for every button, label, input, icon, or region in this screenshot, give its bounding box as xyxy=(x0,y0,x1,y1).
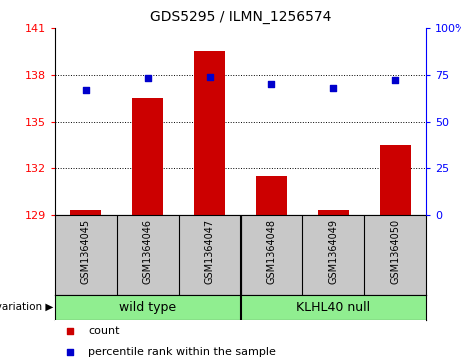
Bar xyxy=(71,210,101,215)
Title: GDS5295 / ILMN_1256574: GDS5295 / ILMN_1256574 xyxy=(150,10,331,24)
Point xyxy=(206,74,213,79)
Bar xyxy=(55,295,241,320)
Point xyxy=(391,77,399,83)
Text: wild type: wild type xyxy=(119,301,176,314)
Text: genotype/variation ▶: genotype/variation ▶ xyxy=(0,302,53,313)
Text: KLHL40 null: KLHL40 null xyxy=(296,301,370,314)
Text: GSM1364047: GSM1364047 xyxy=(205,219,214,284)
Point xyxy=(144,76,151,81)
Point xyxy=(66,349,73,355)
Text: GSM1364048: GSM1364048 xyxy=(266,219,277,284)
Text: GSM1364046: GSM1364046 xyxy=(143,219,153,284)
Point xyxy=(82,87,89,93)
Bar xyxy=(194,52,225,215)
Point xyxy=(66,328,73,334)
Bar xyxy=(318,210,349,215)
Bar xyxy=(256,176,287,215)
Point xyxy=(330,85,337,91)
Text: count: count xyxy=(89,326,120,336)
Bar xyxy=(241,295,426,320)
Text: GSM1364050: GSM1364050 xyxy=(390,219,400,284)
Text: GSM1364049: GSM1364049 xyxy=(328,219,338,284)
Bar xyxy=(132,98,163,215)
Text: percentile rank within the sample: percentile rank within the sample xyxy=(89,347,276,357)
Bar xyxy=(379,145,411,215)
Point xyxy=(268,81,275,87)
Text: GSM1364045: GSM1364045 xyxy=(81,219,91,284)
